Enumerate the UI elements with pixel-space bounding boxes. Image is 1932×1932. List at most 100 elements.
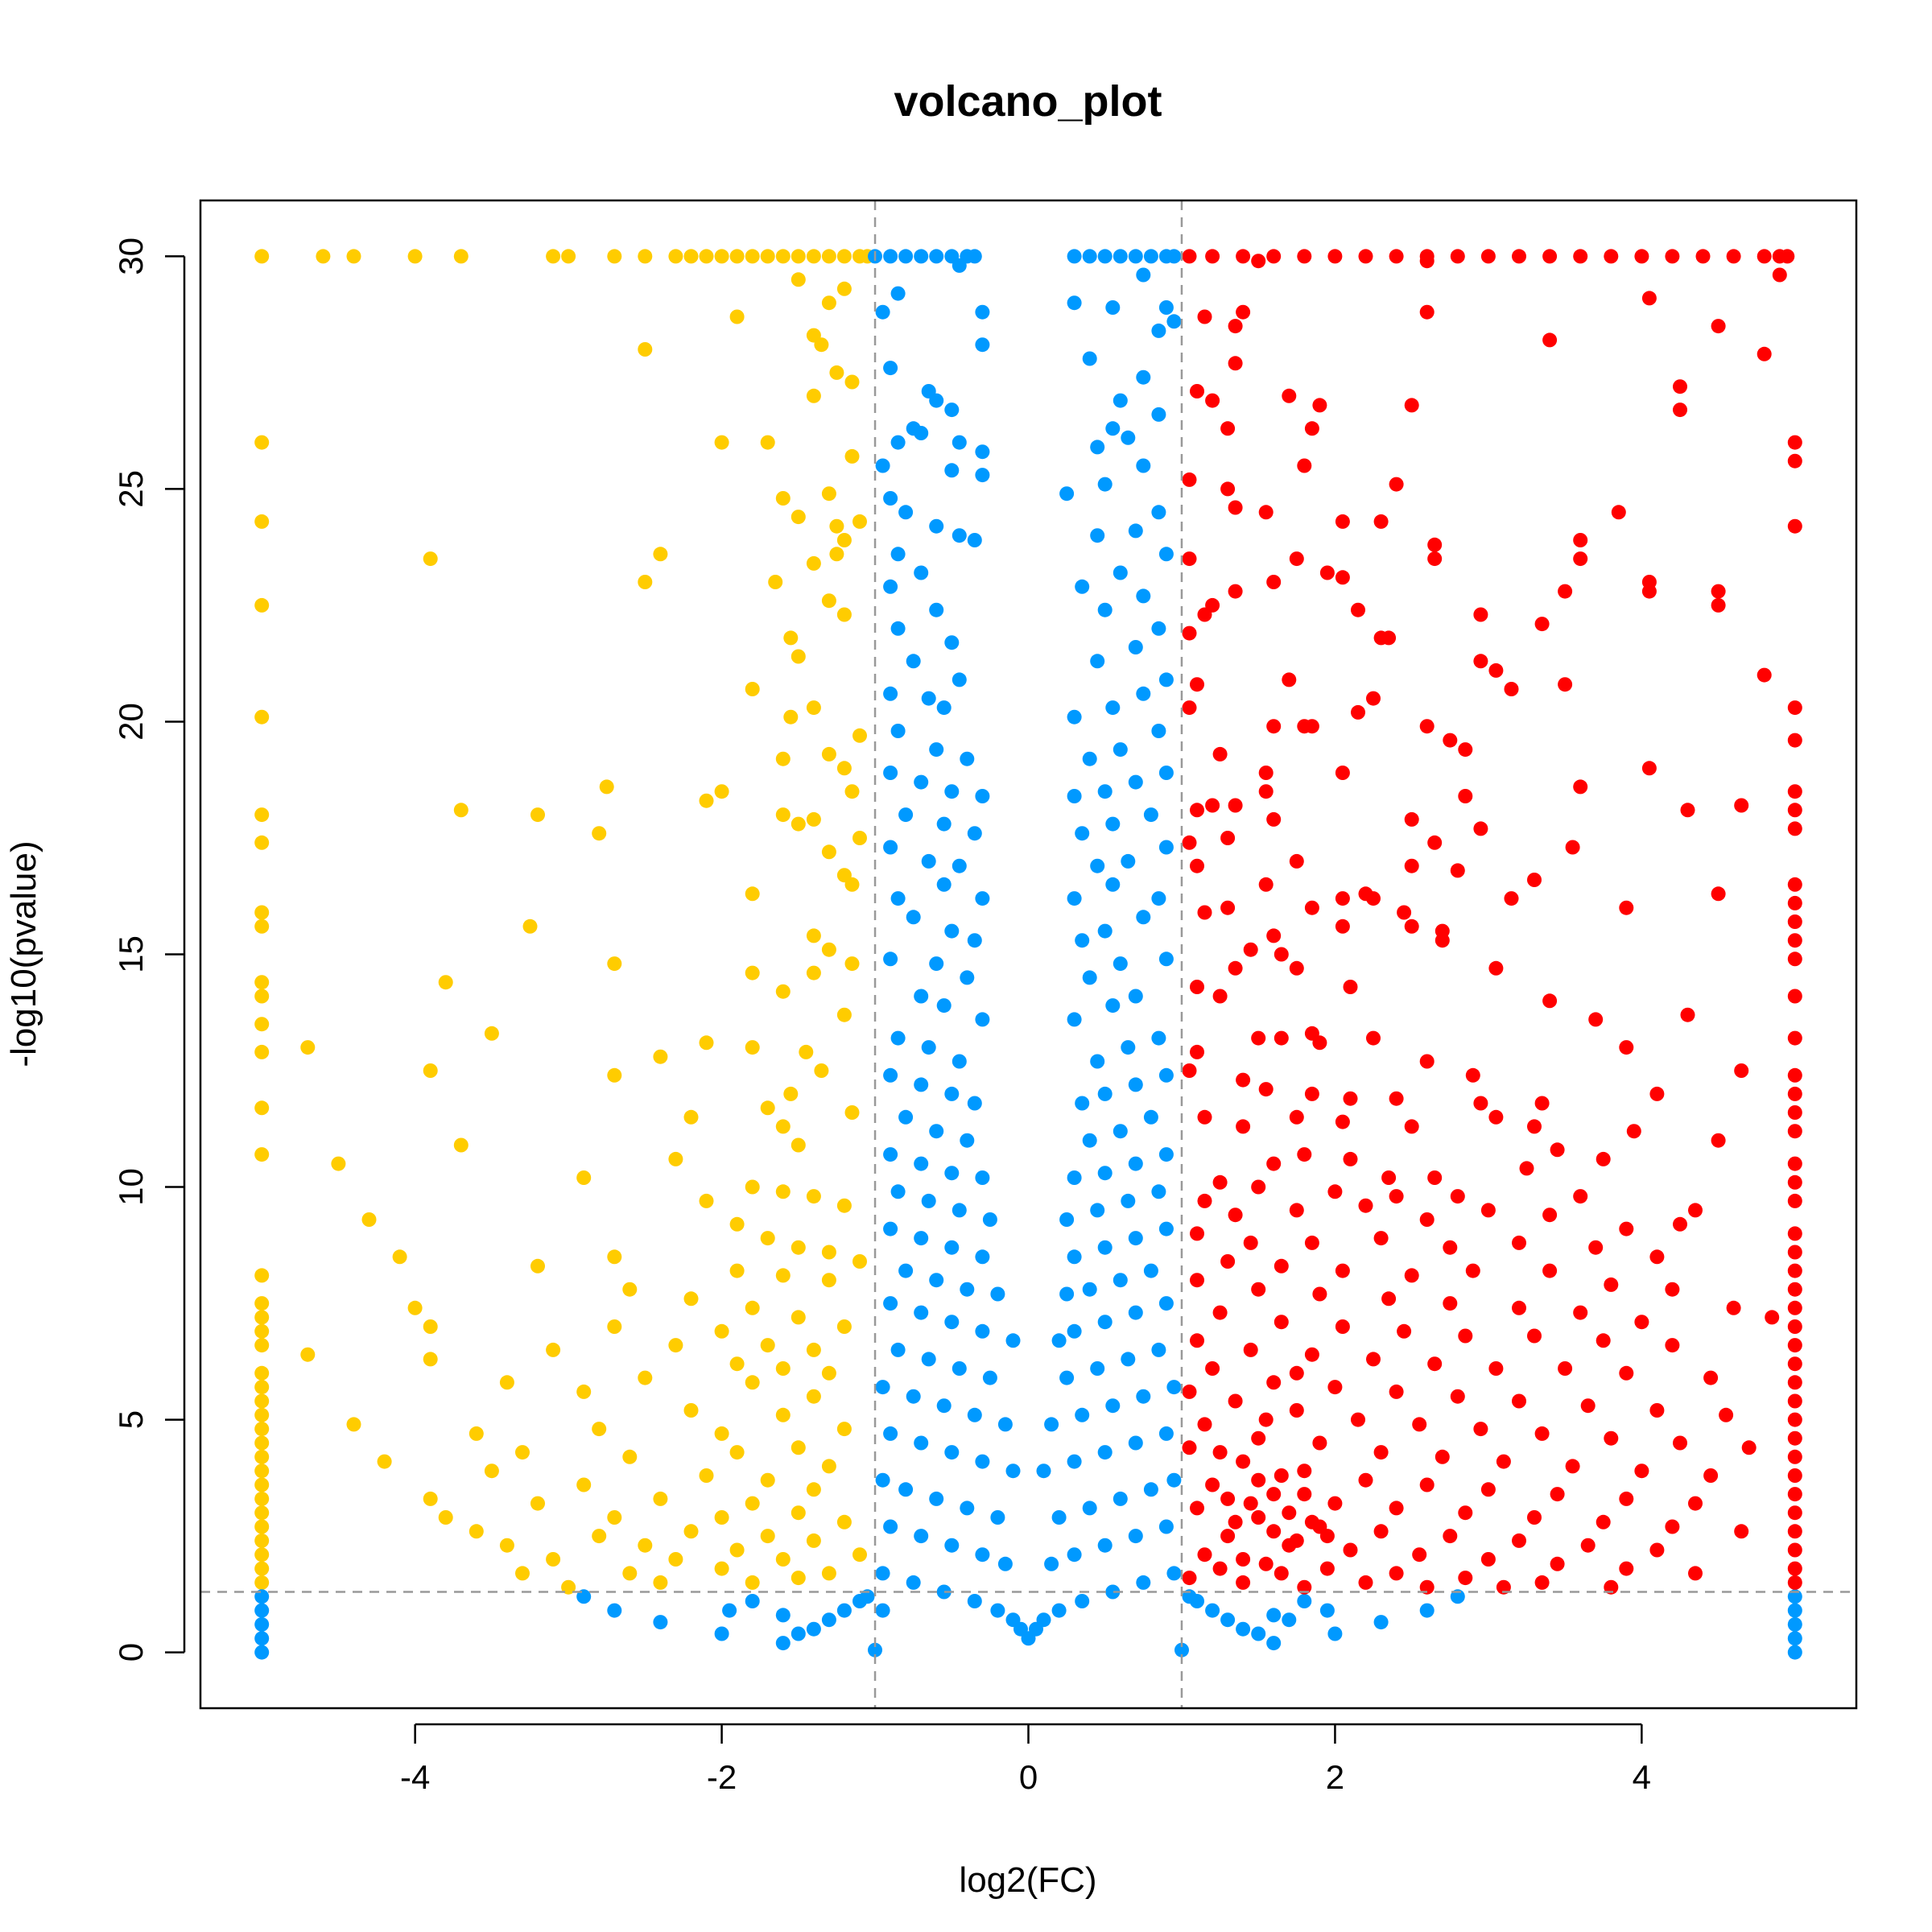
point-up	[1304, 900, 1319, 915]
point-up	[1512, 249, 1526, 264]
point-down	[300, 1040, 316, 1055]
point-up	[1335, 514, 1350, 529]
point-up	[1711, 1133, 1726, 1148]
point-down	[836, 533, 852, 547]
point-ns	[1090, 1203, 1105, 1218]
point-down	[607, 1067, 622, 1083]
y-axis-label: -log10(pvalue)	[4, 840, 43, 1067]
point-ns	[914, 1435, 929, 1451]
point-up	[1542, 332, 1558, 348]
point-down	[760, 249, 775, 264]
point-up	[1787, 803, 1802, 818]
point-ns	[883, 840, 898, 855]
point-up	[1480, 249, 1496, 264]
point-down	[806, 928, 821, 943]
point-up	[1190, 1044, 1204, 1059]
point-ns	[898, 807, 914, 823]
point-ns	[1136, 369, 1151, 385]
point-ns	[883, 1147, 898, 1162]
point-ns	[883, 361, 898, 376]
y-tick-label: 10	[112, 1168, 150, 1206]
point-up	[1282, 672, 1297, 687]
point-up	[1488, 1109, 1504, 1125]
point-up	[1197, 1547, 1212, 1563]
point-down	[683, 1403, 699, 1418]
point-ns	[975, 891, 990, 906]
point-down	[607, 249, 622, 264]
point-up	[1787, 1282, 1802, 1297]
point-up	[1458, 1328, 1473, 1344]
point-ns	[944, 635, 960, 650]
point-up	[1373, 1524, 1389, 1539]
point-ns	[1067, 1454, 1082, 1469]
point-down	[760, 1100, 775, 1116]
point-ns	[1067, 709, 1082, 724]
point-down	[821, 1273, 836, 1288]
point-up	[1205, 1361, 1220, 1376]
point-up	[1573, 1189, 1588, 1204]
point-up	[1327, 1184, 1343, 1199]
point-up	[1381, 1170, 1397, 1185]
point-up	[1443, 1529, 1458, 1544]
point-up	[1274, 1468, 1289, 1483]
point-up	[1182, 249, 1197, 264]
point-down	[254, 1435, 270, 1451]
point-up	[1726, 249, 1741, 264]
point-ns	[1151, 1184, 1166, 1199]
point-down	[714, 1426, 729, 1441]
point-up	[1542, 249, 1558, 264]
point-down	[821, 1365, 836, 1381]
point-down	[254, 1575, 270, 1590]
point-down	[714, 435, 729, 450]
point-ns	[254, 1631, 270, 1646]
point-up	[1435, 933, 1450, 948]
point-up	[1266, 928, 1282, 943]
point-down	[791, 1240, 806, 1255]
point-ns	[1282, 1612, 1297, 1628]
point-ns	[1373, 1615, 1389, 1630]
point-down	[254, 1422, 270, 1437]
point-up	[1419, 254, 1435, 269]
point-down	[791, 1137, 806, 1153]
point-down	[576, 1384, 592, 1399]
point-ns	[1236, 1621, 1251, 1637]
point-down	[469, 1524, 484, 1539]
point-ns	[906, 1389, 921, 1404]
point-up	[1787, 952, 1802, 967]
point-ns	[1151, 323, 1166, 338]
point-up	[1251, 1282, 1266, 1297]
point-up	[1787, 1174, 1802, 1190]
point-down	[806, 1342, 821, 1357]
point-ns	[929, 1124, 944, 1139]
point-ns	[1082, 1501, 1097, 1516]
point-down	[821, 1459, 836, 1474]
point-up	[1787, 914, 1802, 929]
point-down	[775, 1361, 791, 1376]
point-up	[1588, 1240, 1604, 1255]
point-ns	[1128, 523, 1143, 539]
point-up	[1496, 1454, 1511, 1469]
point-up	[1473, 821, 1488, 836]
point-up	[1680, 803, 1695, 818]
point-up	[1604, 249, 1619, 264]
point-down	[254, 1044, 270, 1059]
point-ns	[1128, 1231, 1143, 1246]
point-down	[254, 1147, 270, 1162]
point-down	[745, 1575, 760, 1590]
point-down	[484, 1463, 499, 1479]
point-down	[453, 249, 469, 264]
point-up	[1649, 1542, 1665, 1558]
point-down	[745, 1375, 760, 1390]
point-down	[729, 249, 745, 264]
point-up	[1236, 1552, 1251, 1567]
point-down	[699, 249, 714, 264]
point-up	[1703, 1370, 1719, 1385]
point-ns	[967, 1096, 982, 1111]
point-up	[1665, 1338, 1680, 1353]
point-up	[1358, 1575, 1373, 1590]
point-down	[530, 1258, 545, 1274]
point-up	[1565, 1459, 1580, 1474]
point-ns	[1067, 1012, 1082, 1027]
point-ns	[952, 435, 967, 450]
point-down	[254, 1338, 270, 1353]
